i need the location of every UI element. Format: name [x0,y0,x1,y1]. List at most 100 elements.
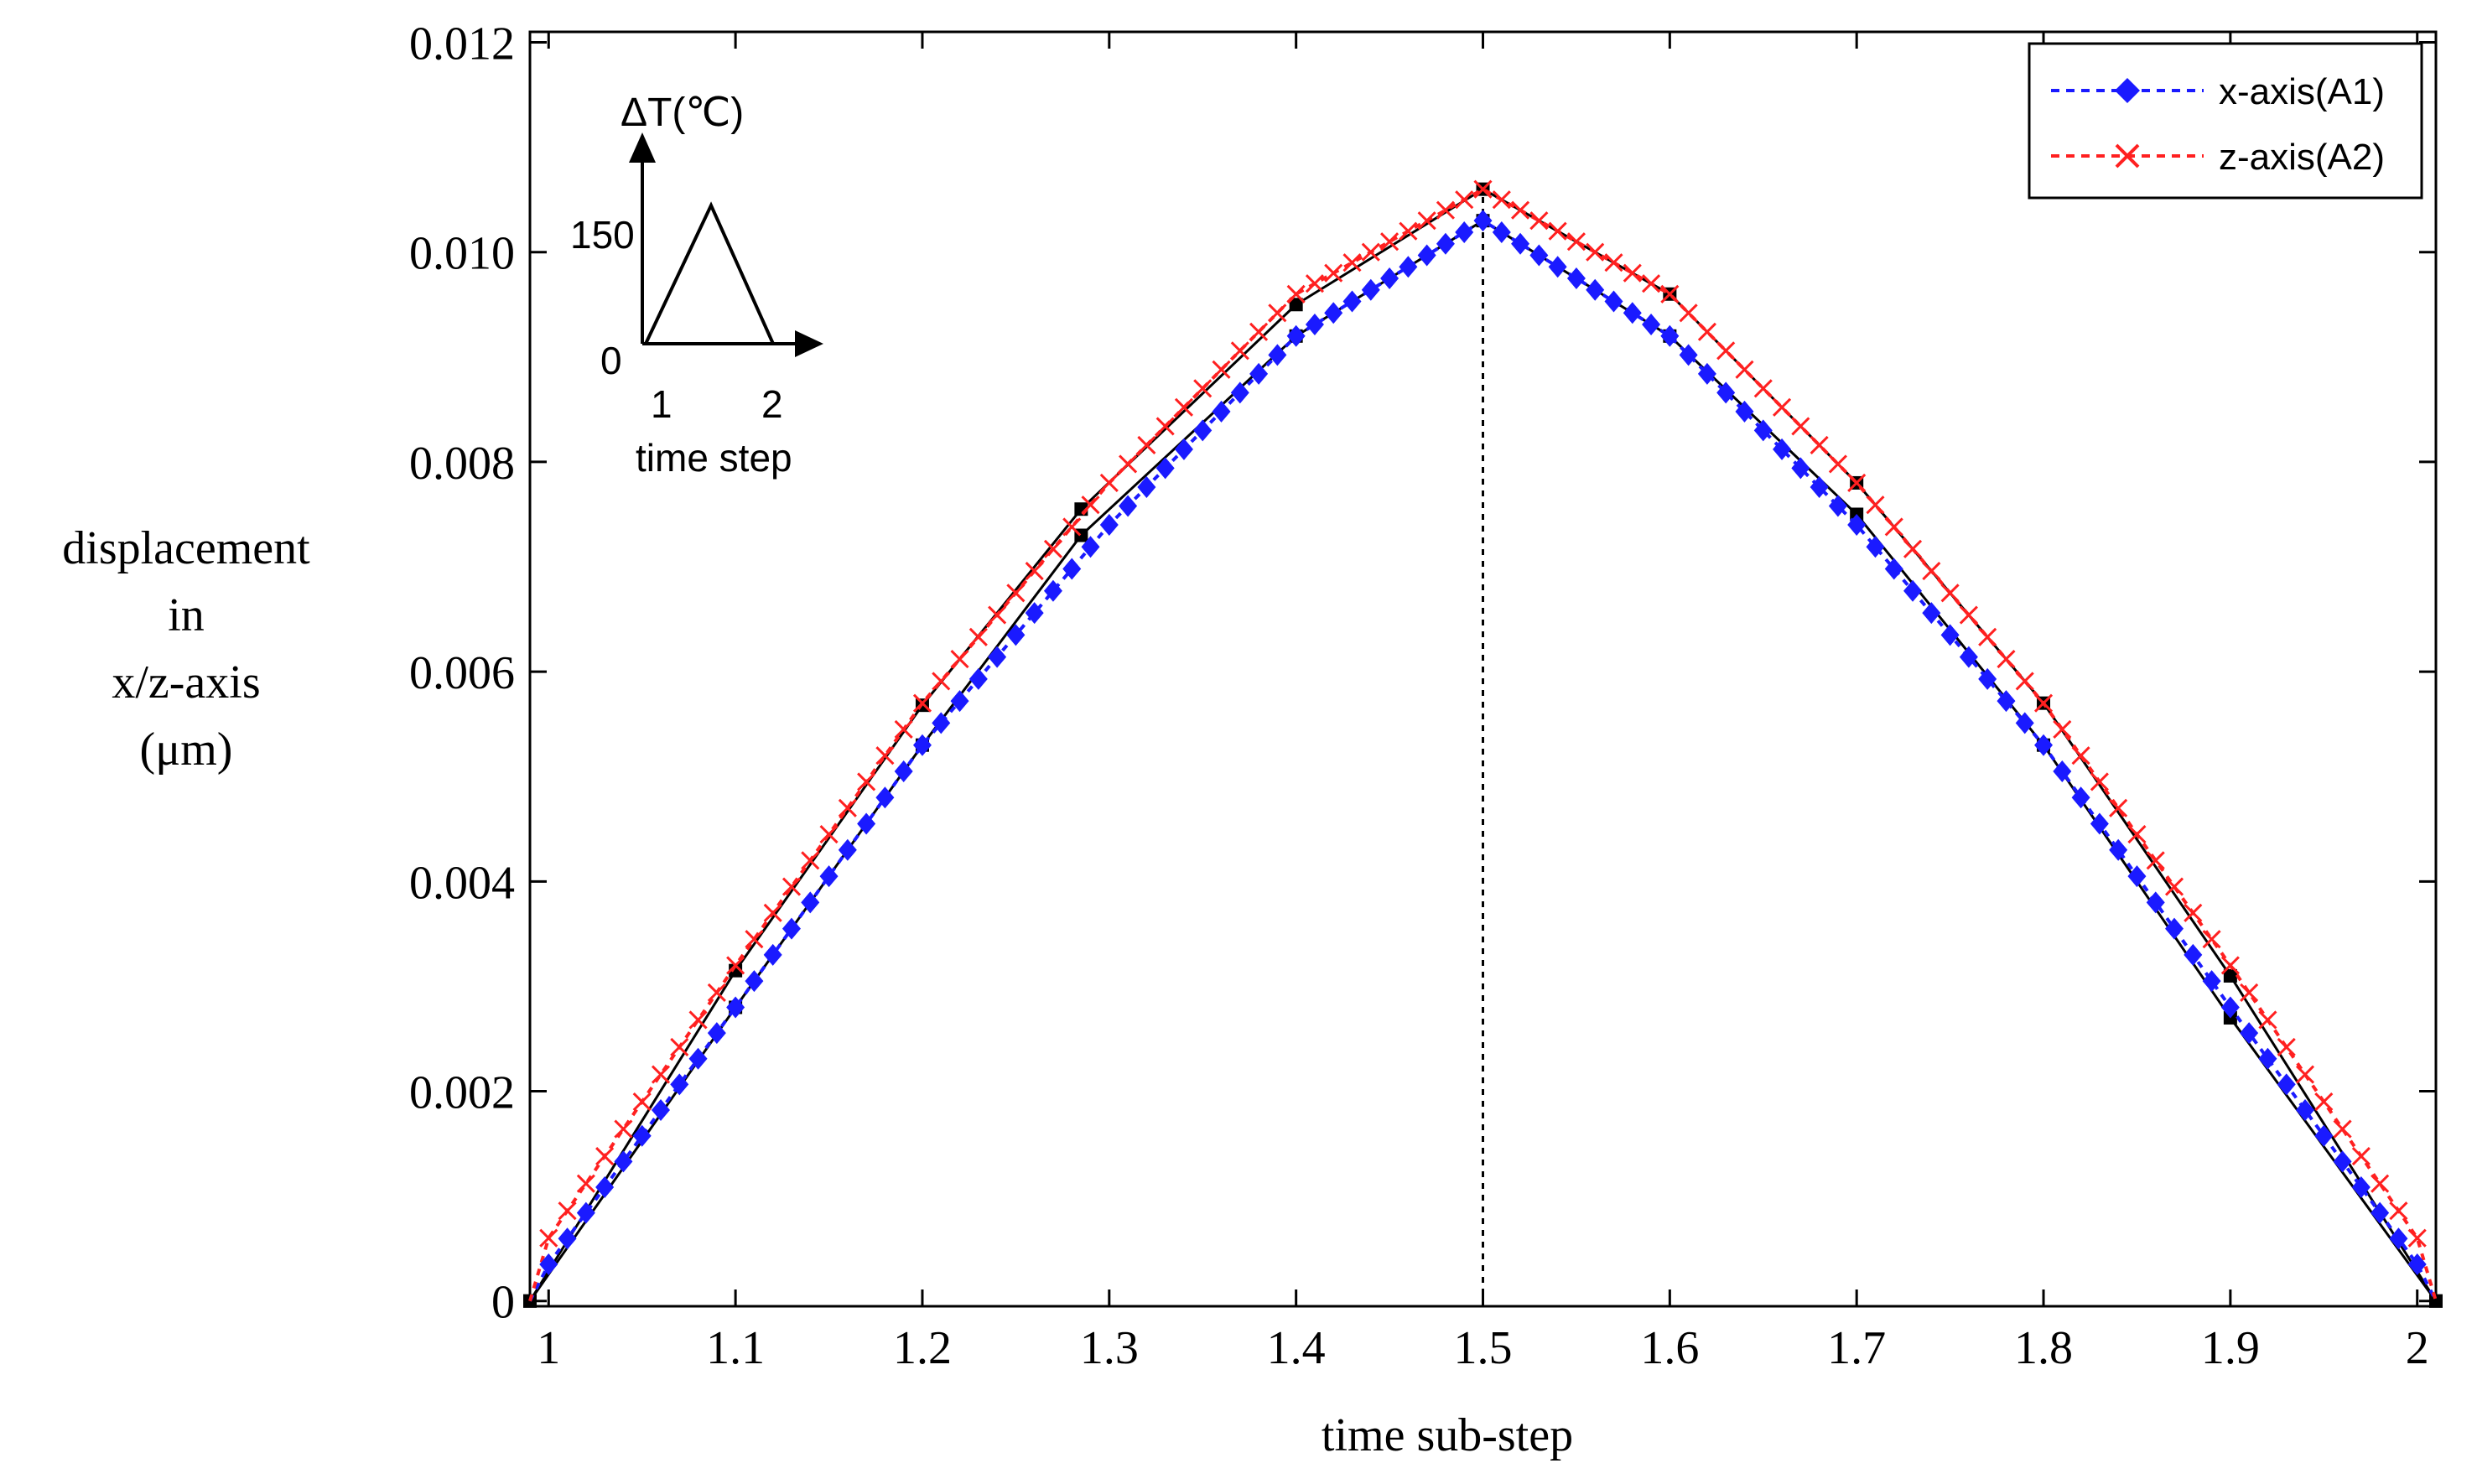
z-axis-data-point [1511,200,1530,220]
x-axis-data-point [1884,558,1903,580]
z-axis-data-point [1548,221,1567,241]
x-axis-data-point [1492,221,1511,243]
x-axis-data-point [1773,438,1792,460]
z-axis-data-point [1679,304,1698,323]
inset-x-tick-label: 1 [651,382,672,426]
z-axis-data-point [2202,930,2221,949]
x-axis-data-point [1697,362,1716,385]
x-axis-data-point [2165,917,2184,940]
z-axis-data-point [1604,253,1623,272]
y-tick-label: 0.004 [409,857,515,909]
x-axis-data-point [2053,760,2072,782]
legend-marker-x-axis [2115,78,2140,103]
z-axis-data-point [576,1174,595,1193]
x-axis-data-point [1735,400,1754,423]
x-axis-data-point [1548,256,1567,278]
z-axis-data-point [801,851,820,870]
y-axis-title: displacement in x/z-axis (μm) [62,522,310,776]
inset-y-arrowhead [629,132,656,163]
x-axis-data-point [2389,1227,2408,1250]
x-axis-data-point [2407,1253,2427,1275]
x-axis-data-point [688,1047,708,1070]
z-axis-data-point [932,672,951,691]
z-axis-data-point [1828,454,1847,474]
y-axis-title-line: in [168,589,205,641]
x-axis-data-point [1473,210,1493,232]
z-axis-data-point [2351,1147,2371,1166]
x-axis-data-point [670,1073,689,1096]
x-axis-data-point [819,865,839,888]
x-axis-data-point [558,1227,577,1250]
series-markers [539,179,2427,1275]
x-axis-data-point [2371,1201,2390,1224]
x-axis-data-point [726,996,745,1019]
x-axis-data-point [2277,1073,2296,1096]
x-tick-label: 1.3 [1080,1322,1139,1374]
x-axis-data-point [2184,943,2203,966]
z-axis-data-point [988,605,1007,625]
x-axis-data-point [2333,1150,2352,1173]
x-axis-data-point [1025,602,1044,625]
x-tick-label: 1.9 [2201,1322,2260,1374]
z-axis-data-point [1716,341,1736,361]
z-axis-data-point [1586,242,1605,262]
x-axis-data-point [1716,381,1736,404]
x-axis-data-point [1249,362,1269,385]
x-tick-label: 1.6 [1640,1322,1699,1374]
x-axis-data-point [1081,536,1100,558]
x-axis-data-point [838,838,857,861]
x-axis-data-point [2034,734,2054,756]
z-axis-data-point [539,1228,558,1248]
x-axis-data-point [1922,602,1941,625]
x-axis-data-point [894,760,913,782]
x-axis-data-point [1623,302,1642,324]
z-axis-data-point [2389,1201,2408,1221]
z-axis-data-point [1342,253,1362,272]
z-axis-data-point [2184,903,2203,922]
z-axis-data-point [726,956,745,975]
x-axis-data-point [1529,244,1549,267]
z-axis-data-point [1043,539,1063,558]
z-axis-data-point [2071,746,2090,765]
x-axis-data-point [1230,381,1249,404]
legend-label-z-axis: z-axis(A2) [2219,137,2385,178]
z-axis-data-point [1660,284,1680,304]
z-axis-data-point [1137,435,1156,454]
z-axis-data-point [558,1201,577,1221]
z-axis-data-point [2258,1010,2277,1030]
x-axis-data-point [632,1124,652,1147]
x-axis-data-point [1997,690,2016,713]
x-tick-label: 1.1 [706,1322,765,1374]
x-tick-label: 1 [537,1322,560,1374]
z-axis-data-point [1119,454,1138,474]
z-axis-data-point [1959,605,1978,625]
z-axis-data-point [1866,496,1885,515]
x-axis-data-point [2314,1124,2334,1147]
x-axis-data-point [614,1150,633,1173]
x-axis-data-point [2202,970,2221,993]
z-axis-data-point [2033,693,2054,713]
z-axis-data-point [1025,561,1044,581]
x-axis-data-point [1455,221,1474,243]
z-axis-data-point [1623,263,1642,283]
z-axis-data-point [670,1037,689,1057]
x-axis-data-point [1043,579,1062,602]
z-axis-data-point [1417,211,1436,231]
y-tick-label: 0.006 [409,647,515,699]
z-axis-data-point [1212,360,1231,379]
x-axis-data-point [801,891,820,914]
x-axis-data-point [1828,495,1847,517]
y-axis-title-line: x/z-axis [112,656,260,708]
z-axis-data-point [1940,584,1960,603]
y-tick-label: 0.012 [409,18,515,70]
x-axis-data-point [1099,513,1119,536]
reference-lower-point [2429,1294,2443,1308]
x-axis-data-point [2351,1176,2371,1199]
z-axis-data-point [838,798,857,817]
inset-x-tick-label: 2 [761,382,783,426]
x-axis-data-point [1137,475,1156,498]
z-axis-data-point [1286,284,1306,304]
x-axis-data-point [1062,558,1082,580]
z-axis-data-point [2109,798,2128,817]
